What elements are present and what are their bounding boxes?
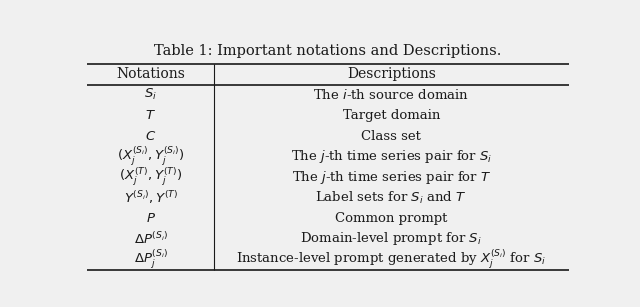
Text: The $j$-th time series pair for $T$: The $j$-th time series pair for $T$: [291, 169, 491, 186]
Text: $(X_j^{(S_i)},Y_j^{(S_i)})$: $(X_j^{(S_i)},Y_j^{(S_i)})$: [116, 145, 184, 168]
Text: $S_i$: $S_i$: [144, 87, 157, 103]
Text: $T$: $T$: [145, 109, 156, 122]
Text: The $j$-th time series pair for $S_i$: The $j$-th time series pair for $S_i$: [291, 148, 492, 165]
Text: $(X_j^{(T)},Y_j^{(T)})$: $(X_j^{(T)},Y_j^{(T)})$: [119, 166, 182, 188]
Text: $P$: $P$: [146, 212, 156, 225]
Text: Notations: Notations: [116, 67, 185, 81]
Text: Label sets for $S_i$ and $T$: Label sets for $S_i$ and $T$: [316, 190, 467, 206]
Text: Descriptions: Descriptions: [347, 67, 436, 81]
Text: Instance-level prompt generated by $X_j^{(S_i)}$ for $S_i$: Instance-level prompt generated by $X_j^…: [236, 248, 547, 271]
Text: The $i$-th source domain: The $i$-th source domain: [313, 88, 469, 102]
Text: Domain-level prompt for $S_i$: Domain-level prompt for $S_i$: [300, 230, 482, 247]
Text: $\Delta P^{(S_i)}$: $\Delta P^{(S_i)}$: [134, 231, 168, 247]
Text: Target domain: Target domain: [342, 109, 440, 122]
Text: $Y^{(S_i)},Y^{(T)}$: $Y^{(S_i)},Y^{(T)}$: [124, 189, 178, 206]
Text: $C$: $C$: [145, 130, 156, 142]
Text: Table 1: Important notations and Descriptions.: Table 1: Important notations and Descrip…: [154, 44, 502, 58]
Text: Class set: Class set: [362, 130, 421, 142]
Text: Common prompt: Common prompt: [335, 212, 447, 225]
Text: $\Delta P_j^{(S_i)}$: $\Delta P_j^{(S_i)}$: [134, 248, 168, 271]
